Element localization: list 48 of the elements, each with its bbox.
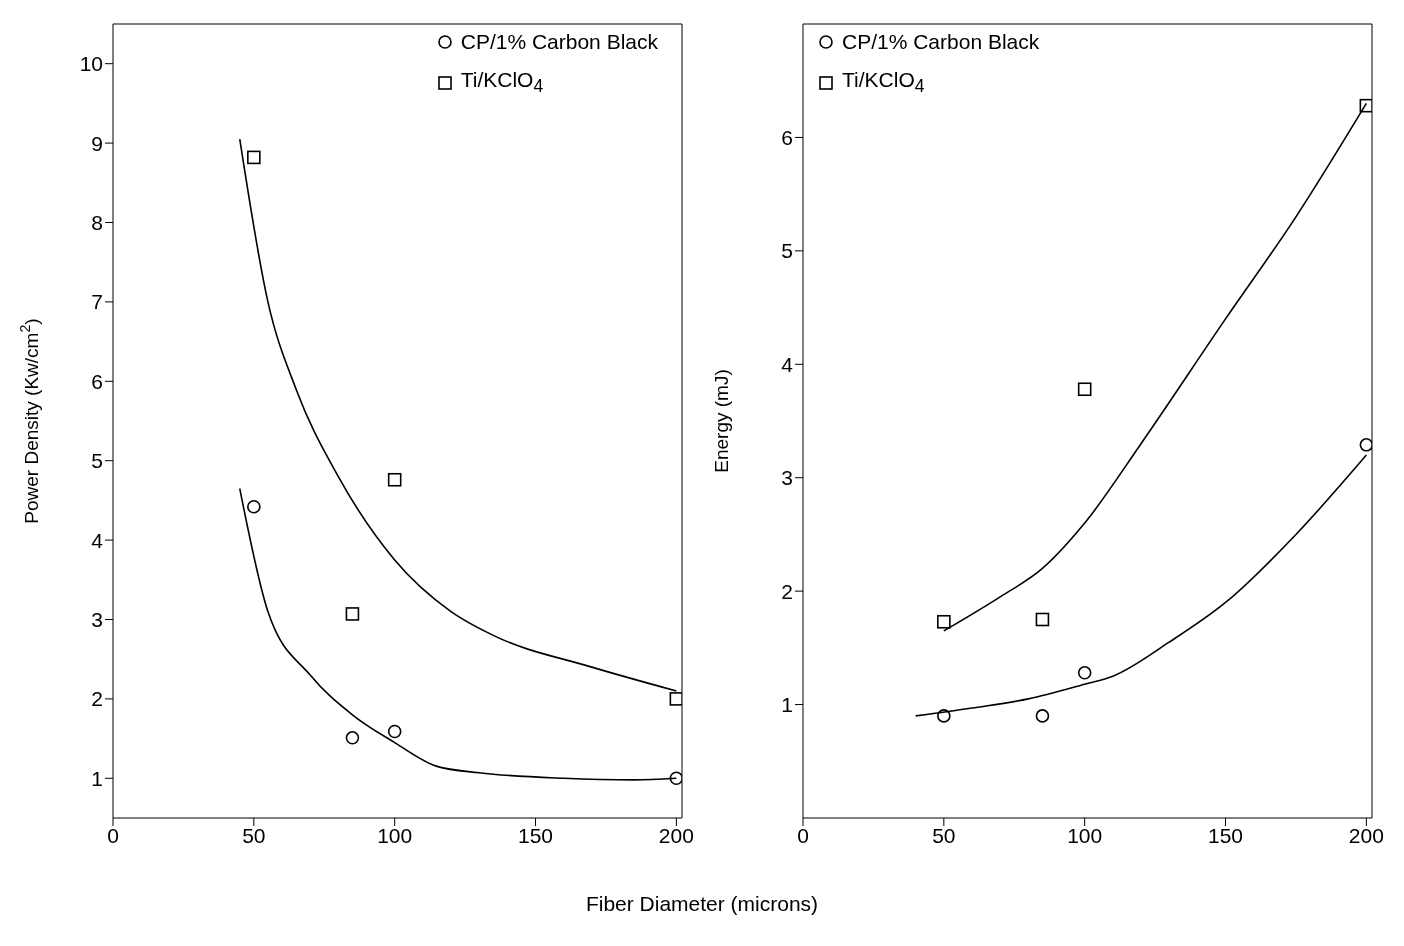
y-tick-label: 6 [781,125,793,149]
legend-label: Ti/KClO$_{4}$ [460,68,544,98]
point [937,709,951,723]
legend-label: CP/1% Carbon Black [842,30,1040,54]
y-tick-label: 2 [781,579,793,603]
x-axis-title: Fiber Diameter (microns) [584,892,820,916]
x-tick-label: 200 [658,823,694,847]
y-tick-label: 5 [91,449,103,473]
point [669,692,682,706]
y-tick-label: 7 [91,290,103,314]
y-tick-label: 2 [91,687,103,711]
point [669,771,682,786]
point [387,472,402,487]
point [1359,98,1372,113]
y-axis-title: Energy (mJ) [711,369,732,473]
x-tick-label: 50 [242,823,266,847]
y-tick-label: 1 [781,693,793,717]
point [1077,666,1092,680]
y-tick-label: 1 [91,766,103,790]
point [1359,438,1372,452]
x-tick-label: 150 [1208,823,1244,847]
x-tick-label: 200 [1348,823,1384,847]
y-tick-label: 3 [781,466,793,490]
x-tick-label: 150 [518,823,554,847]
y-tick-label: 3 [91,607,103,631]
x-tick-label: 0 [107,823,119,847]
point [345,731,360,745]
y-tick-label: 4 [91,528,104,552]
point [1035,612,1050,627]
y-tick-label: 5 [781,239,793,263]
point [1077,382,1092,397]
x-tick-label: 50 [932,823,956,847]
point [247,150,261,165]
x-tick-label: 100 [1067,823,1103,847]
point [247,499,261,514]
x-tick-label: 100 [377,823,413,847]
y-tick-label: 6 [91,369,103,393]
y-tick-label: 4 [781,352,794,376]
y-tick-label: 8 [91,210,103,234]
legend-label: Ti/KClO$_{4}$ [842,68,925,98]
point [1035,709,1050,723]
x-tick-label: 0 [797,823,809,847]
y-tick-label: 10 [79,52,103,76]
legend-label: CP/1% Carbon Black [460,30,658,54]
y-tick-label: 9 [91,131,103,155]
point [345,607,360,621]
point [937,614,951,629]
point [387,724,402,739]
